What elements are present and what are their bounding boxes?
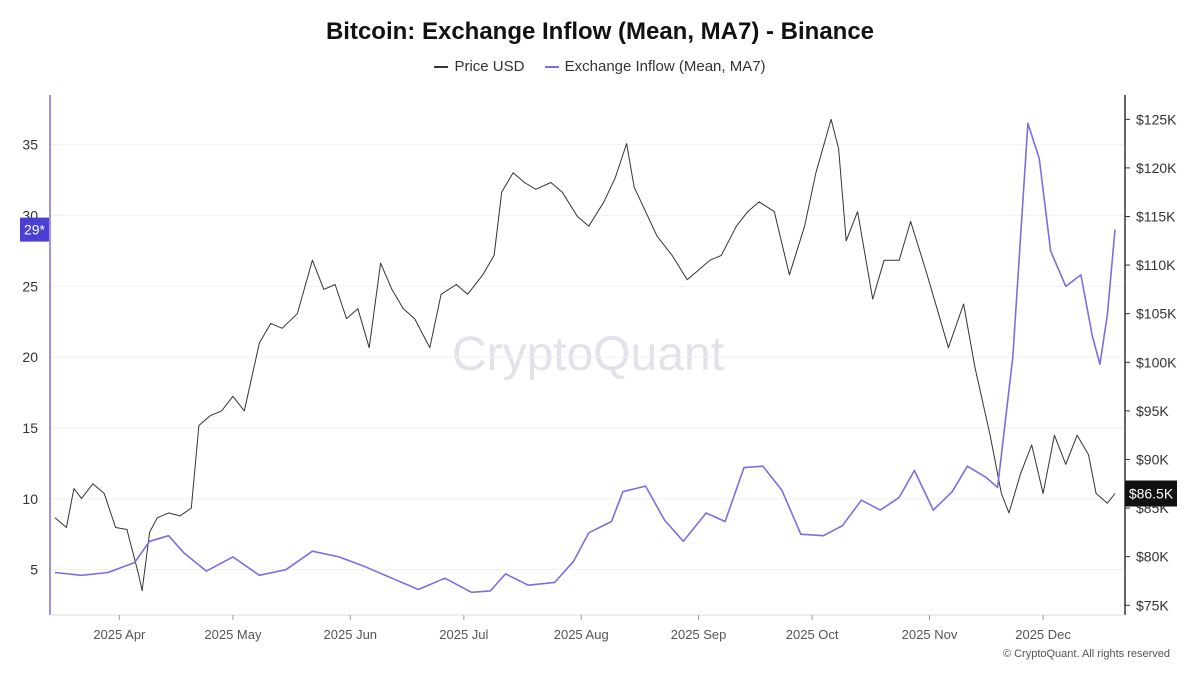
right-tick-label: $100K [1136,354,1177,370]
left-tick-label: 35 [22,137,38,153]
left-tick-label: 20 [22,349,38,365]
legend-label-inflow: Exchange Inflow (Mean, MA7) [564,58,766,75]
right-tick-label: $125K [1136,111,1177,127]
right-tick-label: $90K [1136,451,1169,467]
right-tick-label: $115K [1136,208,1176,224]
legend-item-price[interactable]: Price USD [434,58,524,75]
right-current-label: $86.5K [1129,486,1174,502]
legend: Price USD Exchange Inflow (Mean, MA7) [0,58,1200,75]
legend-item-inflow[interactable]: Exchange Inflow (Mean, MA7) [544,58,766,75]
right-tick-label: $75K [1136,597,1169,613]
left-tick-label: 10 [22,491,38,507]
right-tick-label: $105K [1136,306,1177,322]
x-tick-label: 2025 Oct [786,627,839,642]
exchange-inflow-line [54,122,1116,594]
right-tick-label: $95K [1136,403,1169,419]
legend-label-price: Price USD [454,58,525,75]
x-tick-label: 2025 Jul [439,627,488,642]
watermark: CryptoQuant [452,328,724,381]
chart-title: Bitcoin: Exchange Inflow (Mean, MA7) - B… [325,18,875,45]
x-tick-label: 2025 Jun [324,627,378,642]
left-current-label: 29* [24,222,46,238]
copyright: © CryptoQuant. All rights reserved [1002,648,1170,660]
right-tick-label: $80K [1136,549,1169,565]
left-tick-label: 25 [22,278,38,294]
x-tick-label: 2025 Sep [671,627,727,642]
left-tick-label: 5 [30,562,38,578]
legend-swatch-price [434,66,449,69]
right-tick-label: $110K [1136,257,1176,273]
right-tick-label: $120K [1136,160,1177,176]
x-tick-label: 2025 Aug [554,627,609,642]
right-current-badge [1125,480,1177,507]
left-tick-label: 15 [22,420,38,436]
legend-swatch-inflow [544,66,559,69]
x-tick-label: 2025 Dec [1015,627,1071,642]
x-tick-label: 2025 Nov [902,627,958,642]
price-usd-line [54,118,1116,592]
x-tick-label: 2025 May [204,627,262,642]
left-current-badge [20,217,49,242]
x-tick-label: 2025 Apr [93,627,146,642]
